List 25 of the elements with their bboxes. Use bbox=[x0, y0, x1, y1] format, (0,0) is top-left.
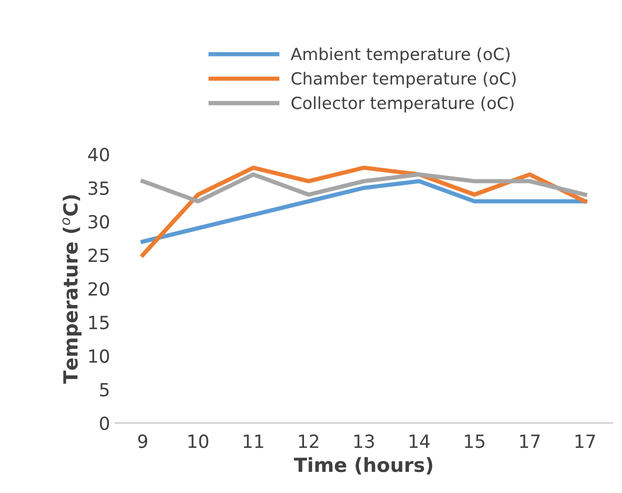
line-series bbox=[140, 172, 588, 204]
x-tick-label: 15 bbox=[464, 434, 484, 448]
y-tick-label: 0 bbox=[100, 416, 110, 430]
y-tick-label: 5 bbox=[100, 383, 109, 397]
x-axis-title: Time (hours) bbox=[294, 457, 432, 474]
legend-label: Ambient temperature (oC) bbox=[290, 47, 510, 64]
legend-label: Collector temperature (oC) bbox=[292, 96, 514, 112]
x-tick-label: 11 bbox=[244, 434, 264, 448]
line-series bbox=[140, 179, 588, 244]
y-axis-title: Temperature ($^{o}$C) bbox=[62, 195, 82, 384]
legend-label: Chamber temperature (oC) bbox=[292, 72, 516, 88]
y-tick-label: 20 bbox=[88, 282, 110, 296]
x-tick-label: 17 bbox=[520, 434, 540, 448]
x-tick-label: 14 bbox=[410, 434, 430, 448]
x-tick-label: 12 bbox=[299, 434, 318, 448]
x-tick-label: 17 bbox=[576, 434, 595, 448]
y-tick-label: 25 bbox=[88, 248, 109, 262]
y-tick-label: 40 bbox=[88, 148, 110, 162]
x-tick-label: 9 bbox=[138, 434, 148, 448]
y-tick-label: 35 bbox=[88, 181, 109, 196]
y-tick-label: 30 bbox=[88, 214, 110, 229]
x-tick-label: 10 bbox=[188, 434, 208, 448]
x-tick-label: 13 bbox=[354, 434, 374, 448]
y-tick-label: 15 bbox=[89, 316, 109, 330]
y-tick-label: 10 bbox=[89, 349, 110, 363]
